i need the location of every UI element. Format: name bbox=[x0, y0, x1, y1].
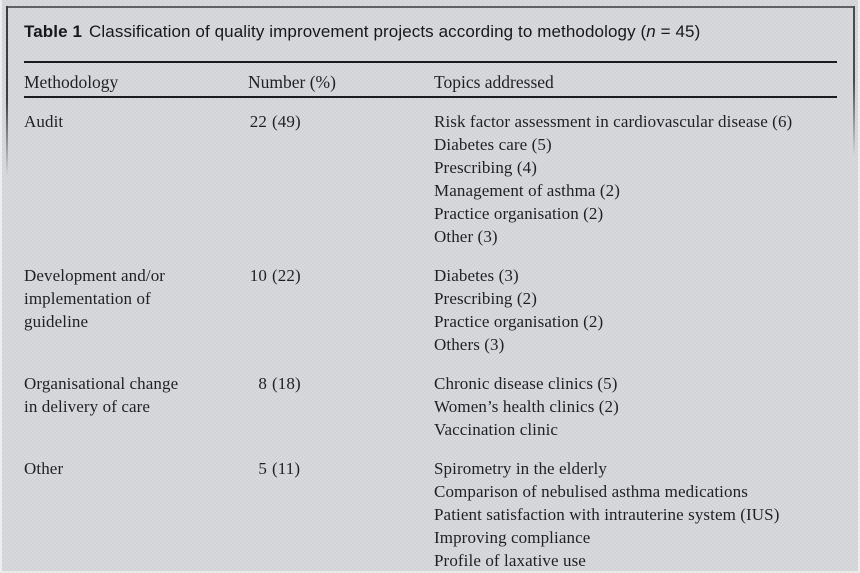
topic-line: Prescribing (4) bbox=[434, 158, 538, 177]
topic-line: Others (3) bbox=[434, 335, 505, 354]
topic-line: Management of asthma (2) bbox=[434, 181, 621, 200]
table-row: Development and/or implementation of guide… bbox=[24, 264, 837, 356]
table-header-row: Methodology Number (%) Topics addressed bbox=[24, 71, 837, 93]
methodology-line: Audit bbox=[24, 112, 64, 131]
number-line: 22 (49) bbox=[248, 110, 434, 133]
scan-frame-right-line bbox=[853, 6, 855, 156]
scan-frame-left-line bbox=[6, 6, 8, 176]
percent-value: (11) bbox=[272, 459, 301, 478]
rule-under-caption bbox=[24, 61, 837, 63]
topic-line: Practice organisation (2) bbox=[434, 312, 604, 331]
methodology-line: Other bbox=[24, 459, 64, 478]
number-cell: 22 (49) bbox=[248, 110, 434, 248]
topic-line: Patient satisfaction with intrauterine s… bbox=[434, 505, 780, 524]
percent-value: (49) bbox=[272, 112, 301, 131]
number-value: 10 bbox=[249, 266, 267, 285]
table-row: Audit 22 (49) Risk factor assessment in car… bbox=[24, 110, 837, 248]
column-header-topics: Topics addressed bbox=[434, 72, 554, 92]
column-header-methodology: Methodology bbox=[24, 72, 119, 92]
table-caption-number: Table 1 bbox=[24, 22, 83, 41]
methodology-cell: Audit bbox=[24, 110, 248, 248]
number-cell: 5 (11) bbox=[248, 457, 434, 571]
column-header-number: Number (%) bbox=[248, 72, 336, 92]
topics-cell: Diabetes (3) Prescribing (2) Practice orga… bbox=[434, 264, 837, 356]
table-body: Audit 22 (49) Risk factor assessment in car… bbox=[24, 110, 837, 571]
topic-line: Diabetes care (5) bbox=[434, 135, 552, 154]
number-value: 5 bbox=[258, 459, 267, 478]
number-cell: 8 (18) bbox=[248, 372, 434, 441]
table-caption-n-variable: n bbox=[646, 22, 656, 41]
methodology-cell: Development and/or implementation of guide… bbox=[24, 264, 248, 356]
number-line: 8 (18) bbox=[248, 372, 434, 395]
rule-under-header bbox=[24, 96, 837, 98]
topic-line: Women’s health clinics (2) bbox=[434, 397, 619, 416]
topic-line: Profile of laxative use bbox=[434, 551, 586, 570]
topic-line: Prescribing (2) bbox=[434, 289, 538, 308]
methodology-line: implementation of bbox=[24, 289, 151, 308]
topics-cell: Chronic disease clinics (5) Women’s healt… bbox=[434, 372, 837, 441]
scan-frame-top-line bbox=[6, 6, 854, 8]
methodology-cell: Organisational change in delivery of care bbox=[24, 372, 248, 441]
table-caption: Table 1 Classification of quality improve… bbox=[24, 20, 837, 44]
number-cell: 10 (22) bbox=[248, 264, 434, 356]
number-line: 5 (11) bbox=[248, 457, 434, 480]
table-row: Other 5 (11) Spirometry in the elderly Compa… bbox=[24, 457, 837, 571]
methodology-line: guideline bbox=[24, 312, 89, 331]
topic-line: Comparison of nebulised asthma medicatio… bbox=[434, 482, 748, 501]
table-row: Organisational change in delivery of care… bbox=[24, 372, 837, 441]
methodology-line: in delivery of care bbox=[24, 397, 151, 416]
topic-line: Other (3) bbox=[434, 227, 498, 246]
topic-line: Chronic disease clinics (5) bbox=[434, 374, 618, 393]
topics-cell: Spirometry in the elderly Comparison of n… bbox=[434, 457, 837, 571]
topic-line: Vaccination clinic bbox=[434, 420, 559, 439]
percent-value: (18) bbox=[272, 374, 301, 393]
topic-line: Spirometry in the elderly bbox=[434, 459, 607, 478]
table-caption-text-suffix: = 45) bbox=[655, 22, 701, 41]
number-value: 8 bbox=[258, 374, 267, 393]
topic-line: Diabetes (3) bbox=[434, 266, 519, 285]
methodology-cell: Other bbox=[24, 457, 248, 571]
percent-value: (22) bbox=[272, 266, 301, 285]
number-value: 22 bbox=[249, 112, 267, 131]
topics-cell: Risk factor assessment in cardiovascular… bbox=[434, 110, 837, 248]
methodology-line: Organisational change bbox=[24, 374, 179, 393]
topic-line: Practice organisation (2) bbox=[434, 204, 604, 223]
methodology-line: Development and/or bbox=[24, 266, 166, 285]
topic-line: Improving compliance bbox=[434, 528, 591, 547]
number-line: 10 (22) bbox=[248, 264, 434, 287]
table-caption-text: Classification of quality improvement pr… bbox=[89, 22, 647, 41]
topic-line: Risk factor assessment in cardiovascular… bbox=[434, 112, 793, 131]
